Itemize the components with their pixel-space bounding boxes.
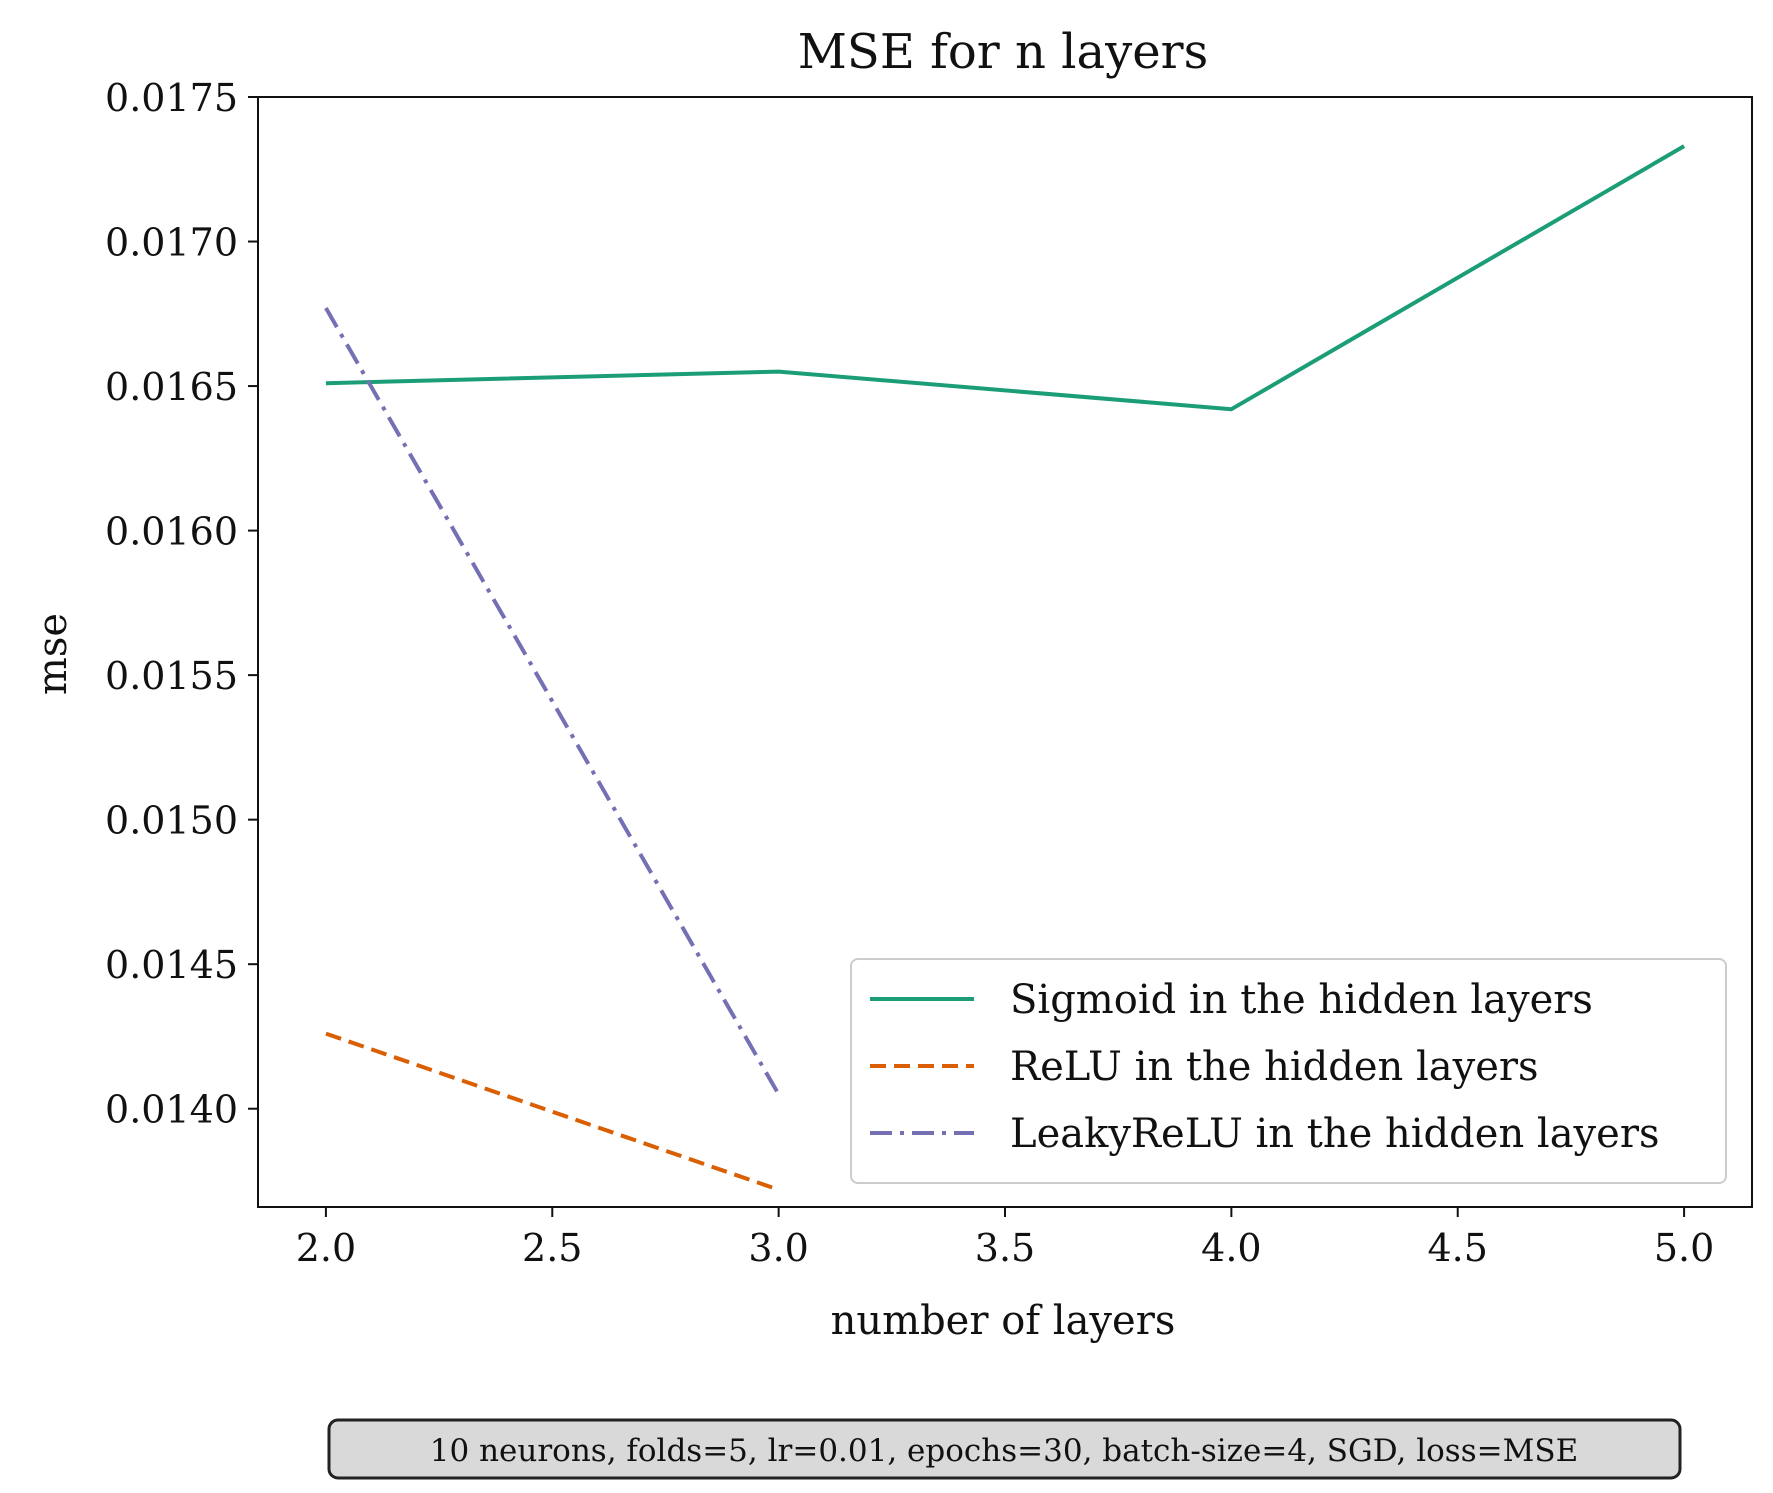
y-tick-label: 0.0145 [105, 943, 238, 987]
plot-frame [257, 96, 1753, 1208]
annotation-box [327, 1418, 1682, 1480]
legend-frame [850, 958, 1727, 1184]
chart-title: MSE for n layers [798, 24, 1208, 80]
legend-label-sigmoid: Sigmoid in the hidden layers [1010, 977, 1593, 1023]
legend-label-leakyrelu: LeakyReLU in the hidden layers [1010, 1111, 1659, 1157]
x-axis-label: number of layers [831, 1298, 1176, 1344]
y-tick-label: 0.0150 [105, 799, 238, 843]
tick-layer: 2.0 2.5 3.0 3.5 4.0 4.5 5.0 0.0140 0.0145 0.0150 0… [105, 76, 1714, 1270]
y-tick-label: 0.0165 [105, 365, 238, 409]
annotation-text: 10 neurons, folds=5, lr=0.01, epochs=30,… [430, 1433, 1578, 1469]
x-tick-label: 5.0 [1654, 1226, 1714, 1270]
y-tick-label: 0.0155 [105, 654, 238, 698]
series-line-2 [324, 307, 781, 1096]
x-tick-label: 2.0 [296, 1226, 356, 1270]
x-tick-label: 2.5 [522, 1226, 582, 1270]
x-tick-label: 4.0 [1201, 1226, 1261, 1270]
x-tick-label: 3.5 [975, 1226, 1035, 1270]
y-tick-label: 0.0140 [105, 1088, 238, 1132]
y-tick-label: 0.0160 [105, 510, 238, 554]
series-line-1 [325, 1031, 780, 1192]
series-line-0 [325, 144, 1686, 412]
legend: Sigmoid in the hidden layers ReLU in the… [850, 958, 1727, 1184]
y-axis-label: mse [30, 613, 76, 695]
legend-label-relu: ReLU in the hidden layers [1010, 1044, 1539, 1090]
parameters-annotation: 10 neurons, folds=5, lr=0.01, epochs=30,… [327, 1418, 1682, 1480]
x-tick-label: 4.5 [1428, 1226, 1488, 1270]
y-tick-label: 0.0175 [105, 76, 238, 120]
x-tick-label: 3.0 [748, 1226, 808, 1270]
series-layer [324, 144, 1686, 1192]
y-tick-label: 0.0170 [105, 221, 238, 265]
